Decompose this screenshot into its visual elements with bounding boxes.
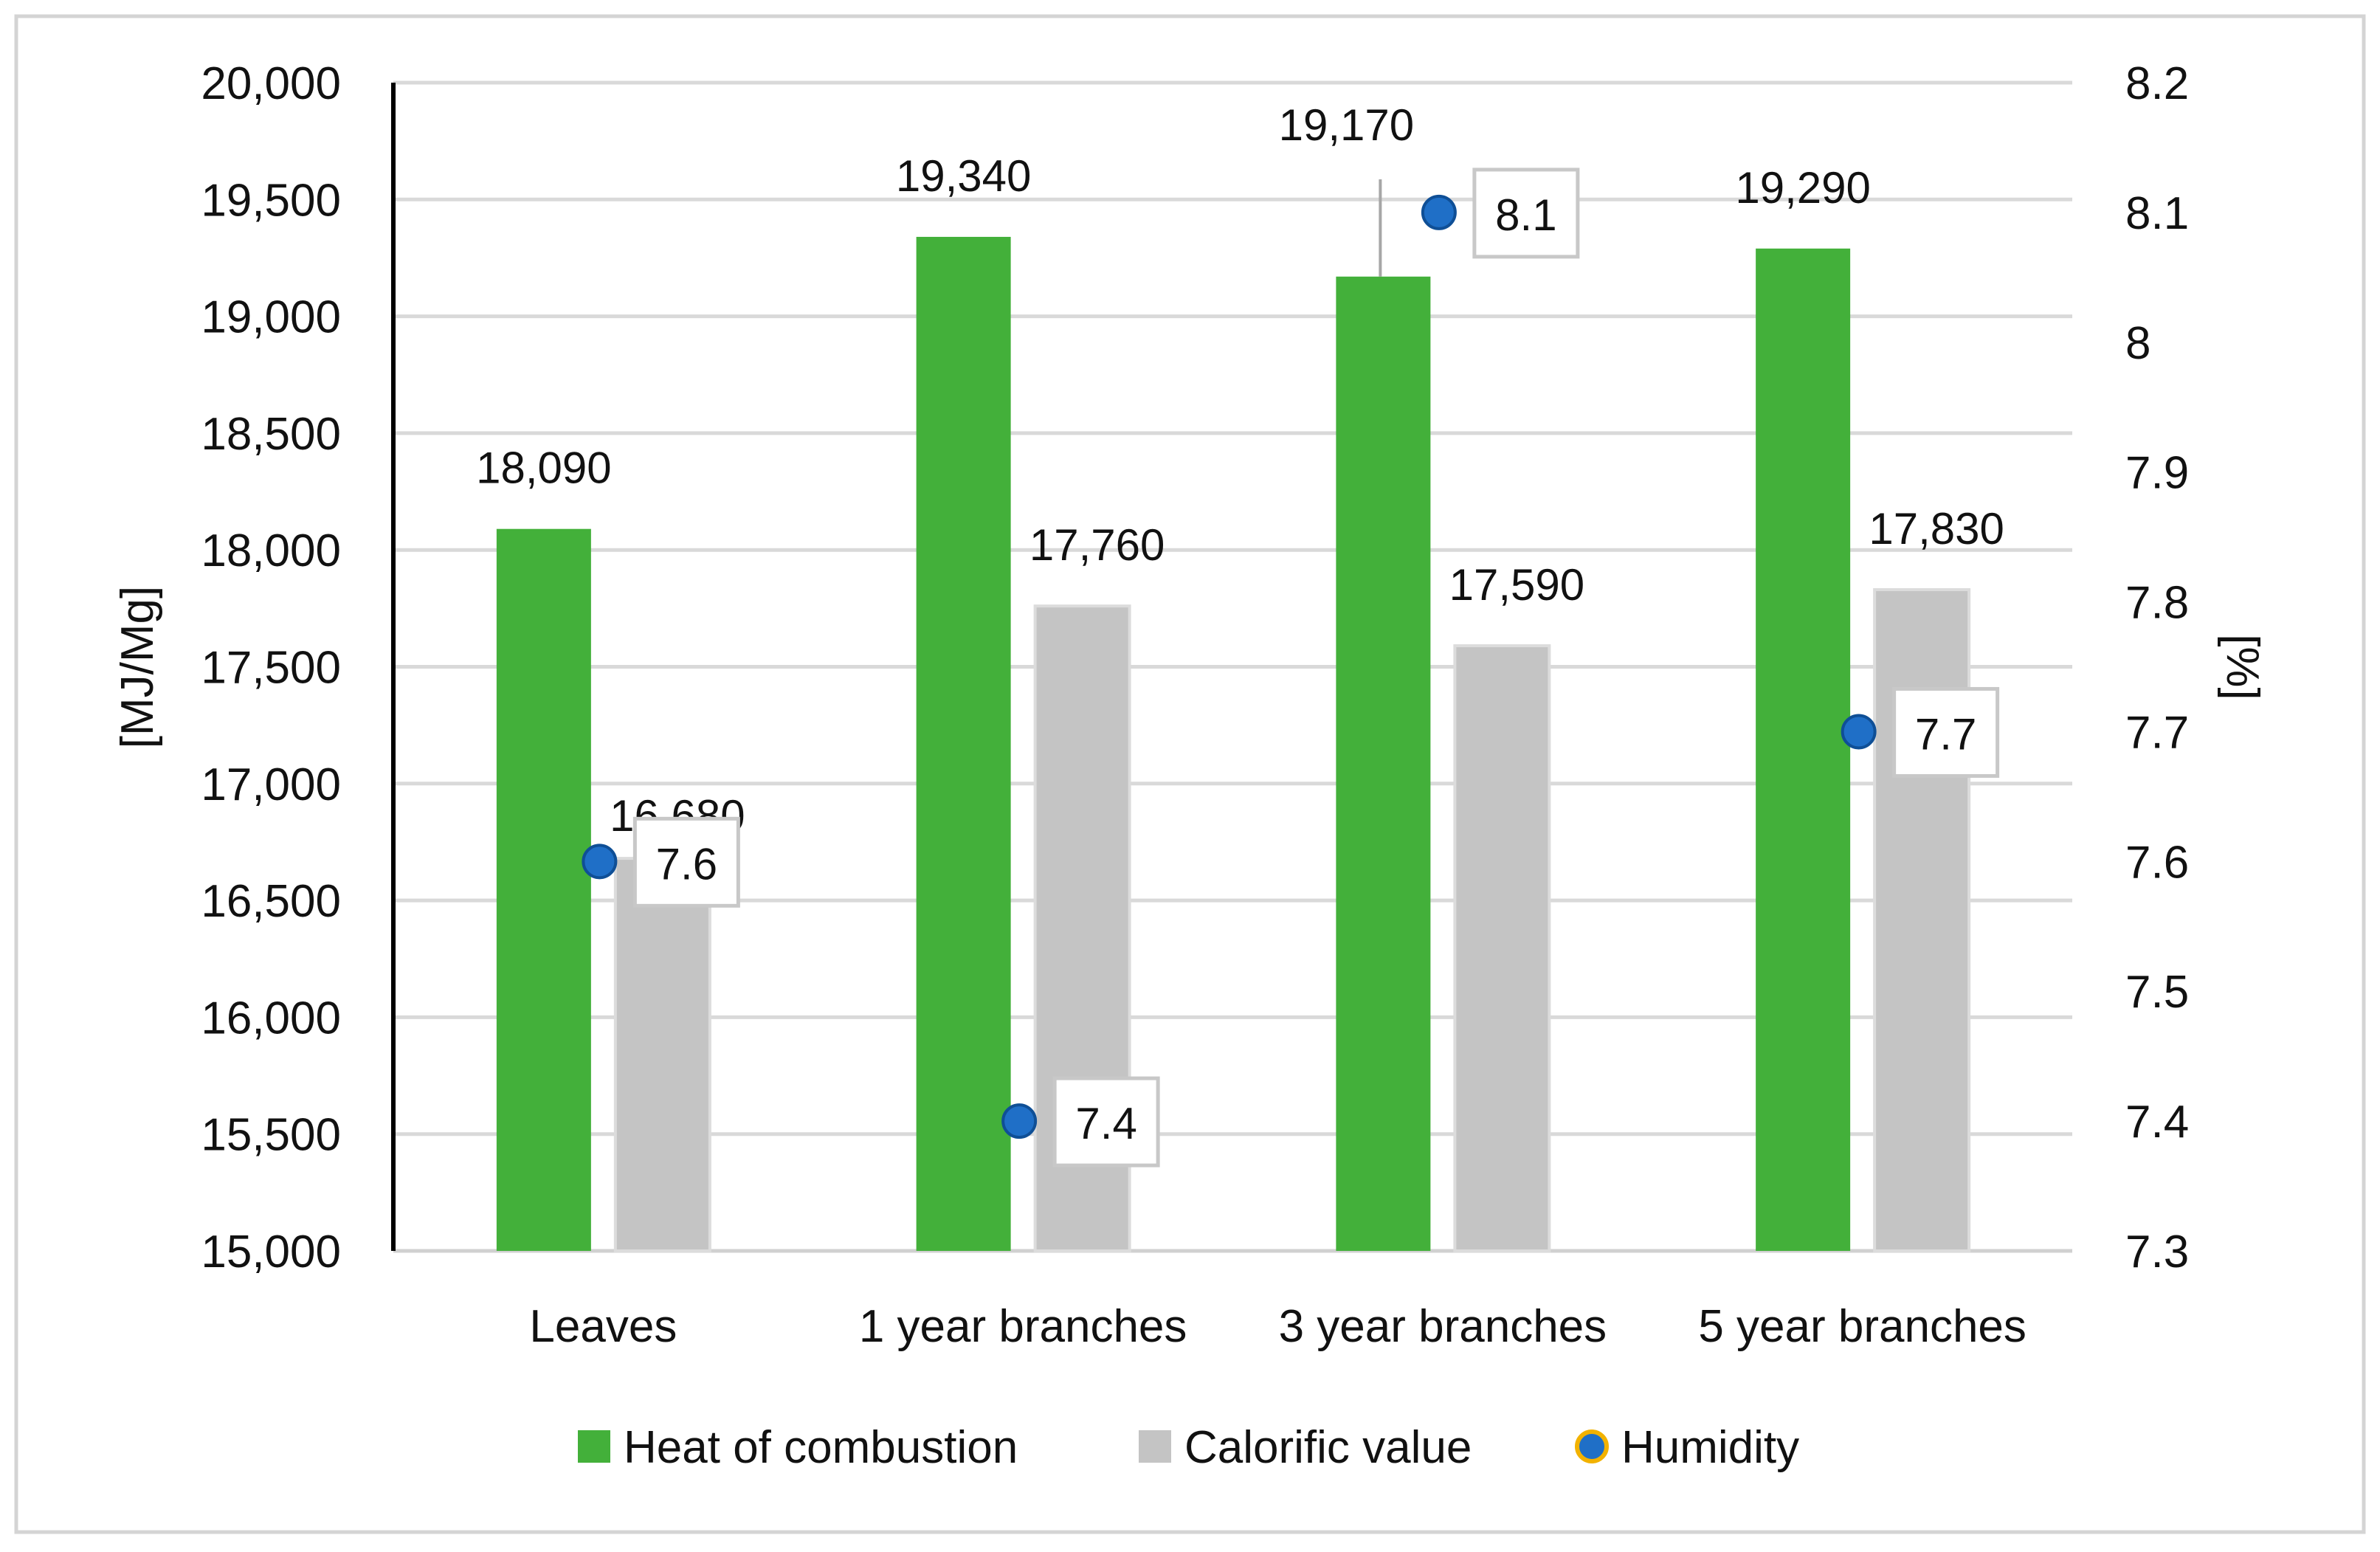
left-tick-label: 17,500 xyxy=(201,643,341,694)
right-axis-ticks: 7.3 7.4 7.5 7.6 7.7 7.8 7.9 8 8.1 8.2 xyxy=(2125,58,2189,1277)
right-tick-label: 7.9 xyxy=(2125,448,2189,499)
left-tick-label: 17,000 xyxy=(201,759,341,810)
legend-label: Heat of combustion xyxy=(624,1422,1018,1473)
legend-item-calorific-value: Calorific value xyxy=(1139,1422,1472,1473)
data-label-heat: 19,170 xyxy=(1279,100,1415,150)
right-tick-label: 8 xyxy=(2125,318,2150,369)
right-axis-title: [%] xyxy=(2217,634,2268,700)
data-label-calorific: 17,760 xyxy=(1029,520,1165,570)
humidity-point xyxy=(582,844,618,880)
data-label-humidity: 7.6 xyxy=(656,839,717,889)
bar-calorific-value xyxy=(1453,644,1551,1252)
humidity-label-box xyxy=(1892,686,2000,778)
bars xyxy=(496,236,1971,1253)
humidity-label-box xyxy=(1472,168,1580,259)
right-tick-label: 7.6 xyxy=(2125,837,2189,888)
data-label-humidity: 7.7 xyxy=(1915,709,1976,759)
data-label-calorific: 17,590 xyxy=(1449,560,1585,610)
data-label-humidity: 7.4 xyxy=(1075,1099,1136,1148)
data-label-heat: 19,340 xyxy=(896,151,1032,201)
humidity-point xyxy=(1001,1103,1038,1139)
right-tick-label: 7.7 xyxy=(2125,707,2189,758)
legend-swatch xyxy=(1139,1430,1171,1463)
data-label-humidity: 8.1 xyxy=(1495,190,1556,240)
humidity-label-box xyxy=(1052,1076,1160,1168)
bar-heat-of-combustion xyxy=(1756,248,1851,1251)
right-tick-label: 7.5 xyxy=(2125,967,2189,1018)
legend-label: Calorific value xyxy=(1184,1422,1472,1473)
left-axis-ticks: 15,000 15,500 16,000 16,500 17,000 17,500 18,0… xyxy=(201,58,341,1277)
data-label-heat: 18,090 xyxy=(476,444,612,493)
right-tick-label: 7.8 xyxy=(2125,578,2189,629)
data-label-heat: 19,290 xyxy=(1735,163,1871,213)
legend: Heat of combustion Calorific value Humidit… xyxy=(578,1422,1799,1473)
left-tick-label: 19,500 xyxy=(201,175,341,226)
category-label-leaves: Leaves xyxy=(529,1301,677,1352)
left-tick-label: 19,000 xyxy=(201,292,341,343)
bar-calorific-value xyxy=(613,857,711,1253)
data-labels: 18,09016,6807.619,34017,7607.419,17017,5… xyxy=(476,100,2004,1168)
category-label-1-year-branches: 1 year branches xyxy=(859,1301,1187,1352)
left-tick-label: 15,000 xyxy=(201,1227,341,1277)
right-tick-label: 8.2 xyxy=(2125,58,2189,109)
left-tick-label: 16,000 xyxy=(201,993,341,1044)
right-tick-label: 7.4 xyxy=(2125,1097,2189,1148)
legend-item-heat-of-combustion: Heat of combustion xyxy=(578,1422,1018,1473)
data-label-calorific: 17,830 xyxy=(1869,504,2004,553)
humidity-point xyxy=(1841,714,1877,750)
legend-swatch xyxy=(578,1430,610,1463)
left-tick-label: 16,500 xyxy=(201,876,341,927)
right-tick-label: 7.3 xyxy=(2125,1227,2189,1277)
legend-item-humidity: Humidity xyxy=(1575,1422,1799,1473)
bar-heat-of-combustion xyxy=(496,528,591,1251)
left-axis-title: [MJ/Mg] xyxy=(112,586,163,748)
legend-label: Humidity xyxy=(1621,1422,1799,1473)
bar-heat-of-combustion xyxy=(1336,276,1431,1251)
category-labels: Leaves 1 year branches 3 year branches 5 ye… xyxy=(529,1301,2027,1352)
humidity-points xyxy=(582,194,1877,1139)
humidity-label-box xyxy=(632,816,740,908)
category-label-3-year-branches: 3 year branches xyxy=(1279,1301,1607,1352)
left-tick-label: 20,000 xyxy=(201,58,341,109)
left-tick-label: 15,500 xyxy=(201,1110,341,1161)
legend-swatch xyxy=(1575,1429,1609,1463)
category-label-5-year-branches: 5 year branches xyxy=(1698,1301,2027,1352)
right-tick-label: 8.1 xyxy=(2125,188,2189,239)
left-tick-label: 18,500 xyxy=(201,409,341,460)
bar-heat-of-combustion xyxy=(916,236,1011,1251)
left-tick-label: 18,000 xyxy=(201,525,341,576)
humidity-point xyxy=(1421,194,1457,230)
